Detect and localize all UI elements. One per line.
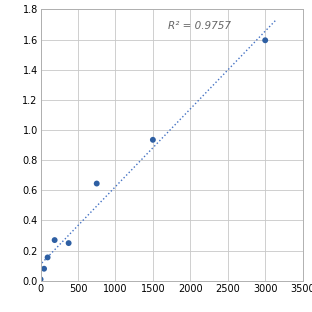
Point (41, 266, 46, 271)
Point (38, 277, 43, 282)
Text: R² = 0.9757: R² = 0.9757 (168, 22, 231, 32)
Point (94, 181, 99, 186)
Point (45, 255, 50, 260)
Point (263, 38, 268, 43)
Point (150, 137, 155, 142)
Point (52, 238, 57, 243)
Point (66, 241, 71, 246)
